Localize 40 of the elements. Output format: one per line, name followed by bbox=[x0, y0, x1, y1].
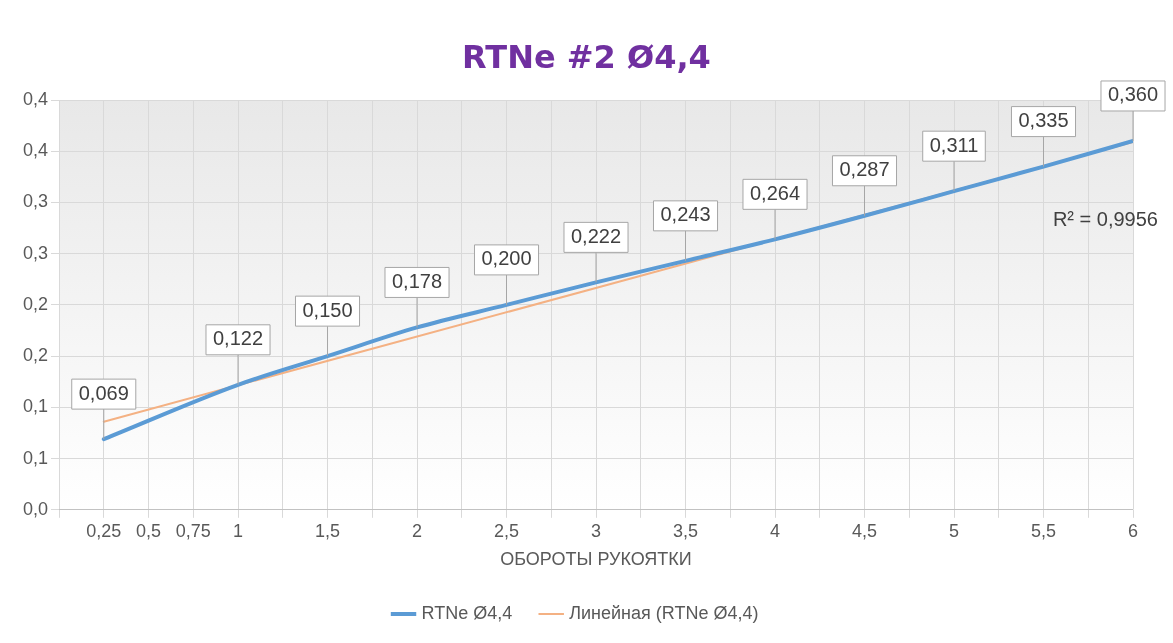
x-tick-label: 0,75 bbox=[175, 520, 211, 541]
x-tick-label: 3 bbox=[591, 520, 602, 541]
x-tick-label: 1 bbox=[233, 520, 244, 541]
y-tick-label: 0,0 bbox=[22, 498, 49, 519]
x-tick-label: 2,5 bbox=[494, 520, 520, 541]
x-tick-label: 5,5 bbox=[1030, 520, 1057, 541]
data-label: 0,264 bbox=[749, 181, 801, 204]
y-tick-label: 0,2 bbox=[22, 293, 49, 314]
x-tick-label: 6 bbox=[1127, 520, 1139, 541]
y-tick-label: 0,4 bbox=[22, 140, 49, 161]
chart-title: RTNe #2 Ø4,4 bbox=[461, 38, 712, 76]
y-tick-label: 0,2 bbox=[22, 345, 49, 366]
annotation: R² = 0,9956 bbox=[1052, 207, 1158, 230]
data-label: 0,360 bbox=[1107, 83, 1159, 106]
data-label: 0,311 bbox=[929, 133, 979, 156]
x-tick-label: 5 bbox=[949, 520, 960, 541]
data-label: 0,335 bbox=[1018, 109, 1069, 132]
legend-label: Линейная (RTNe Ø4,4) bbox=[569, 602, 759, 623]
y-tick-label: 0,1 bbox=[22, 396, 49, 417]
legend-label: RTNe Ø4,4 bbox=[421, 602, 513, 623]
x-tick-label: 1,5 bbox=[315, 520, 341, 541]
x-tick-label: 0,5 bbox=[136, 520, 162, 541]
x-axis-title: ОБОРОТЫ РУКОЯТКИ bbox=[500, 549, 692, 570]
data-label: 0,222 bbox=[570, 224, 622, 247]
y-tick-label: 0,1 bbox=[22, 447, 49, 468]
data-label: 0,178 bbox=[391, 269, 443, 292]
y-tick-label: 0,3 bbox=[22, 242, 49, 263]
data-label: 0,150 bbox=[302, 298, 353, 321]
data-label: 0,122 bbox=[212, 327, 264, 350]
x-tick-label: 3,5 bbox=[672, 520, 699, 541]
y-tick-label: 0,4 bbox=[22, 88, 49, 109]
data-label: 0,287 bbox=[839, 158, 890, 181]
x-tick-label: 4 bbox=[770, 520, 781, 541]
x-tick-label: 2 bbox=[412, 520, 423, 541]
x-tick-label: 0,25 bbox=[86, 520, 122, 541]
y-tick-label: 0,3 bbox=[22, 191, 49, 212]
x-tick-label: 4,5 bbox=[851, 520, 878, 541]
data-label: 0,200 bbox=[481, 247, 532, 270]
data-label: 0,243 bbox=[660, 203, 711, 226]
data-label: 0,069 bbox=[78, 381, 129, 404]
